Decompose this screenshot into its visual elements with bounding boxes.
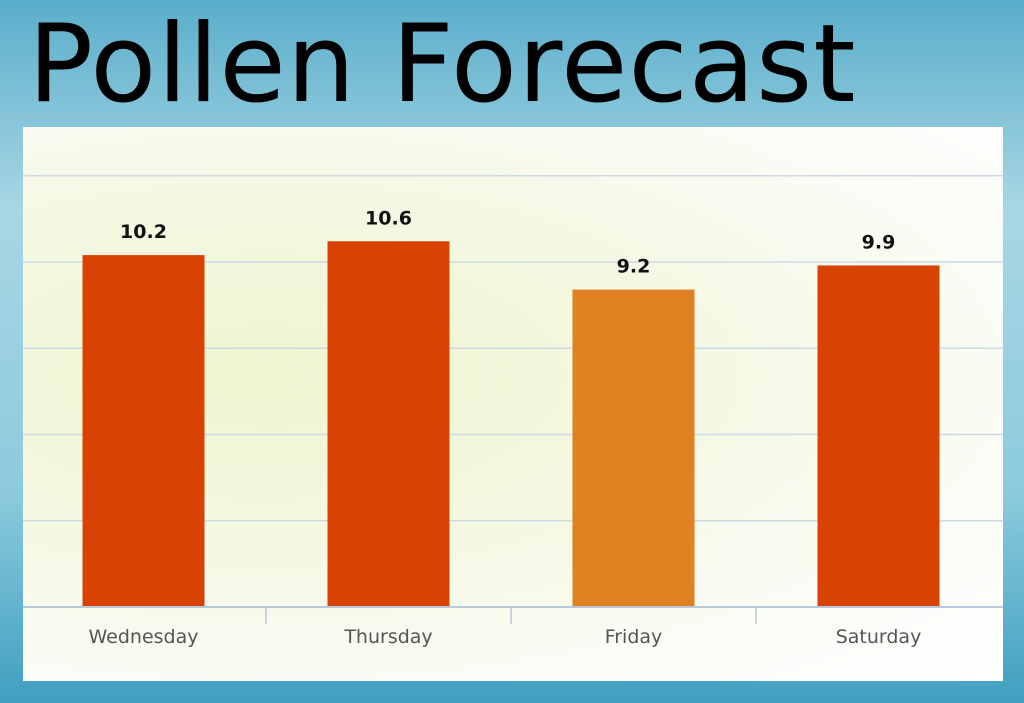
bar-chart: 10.2 Wednesday 10.6 Thursday 9.2 Friday 9.9 Sat… bbox=[23, 175, 1003, 648]
bar bbox=[572, 289, 695, 607]
data-label: 9.2 bbox=[617, 256, 651, 278]
data-label: 10.6 bbox=[365, 207, 412, 229]
bars bbox=[82, 241, 940, 608]
bar bbox=[327, 241, 450, 608]
chart-panel: 10.2 Wednesday 10.6 Thursday 9.2 Friday 9.9 Sat… bbox=[23, 127, 1003, 681]
x-tick-label: Friday bbox=[605, 626, 663, 648]
x-tick-label: Saturday bbox=[836, 626, 922, 648]
x-tick-label: Thursday bbox=[343, 626, 432, 648]
chart-title: Pollen Forecast bbox=[28, 2, 857, 127]
bar bbox=[817, 265, 940, 607]
x-axis bbox=[23, 606, 1003, 624]
bar bbox=[82, 255, 205, 607]
labels: 10.2 Wednesday 10.6 Thursday 9.2 Friday 9.9 Sat… bbox=[88, 207, 921, 648]
data-label: 10.2 bbox=[120, 221, 167, 243]
data-label: 9.9 bbox=[862, 231, 896, 253]
x-tick-label: Wednesday bbox=[88, 626, 198, 648]
